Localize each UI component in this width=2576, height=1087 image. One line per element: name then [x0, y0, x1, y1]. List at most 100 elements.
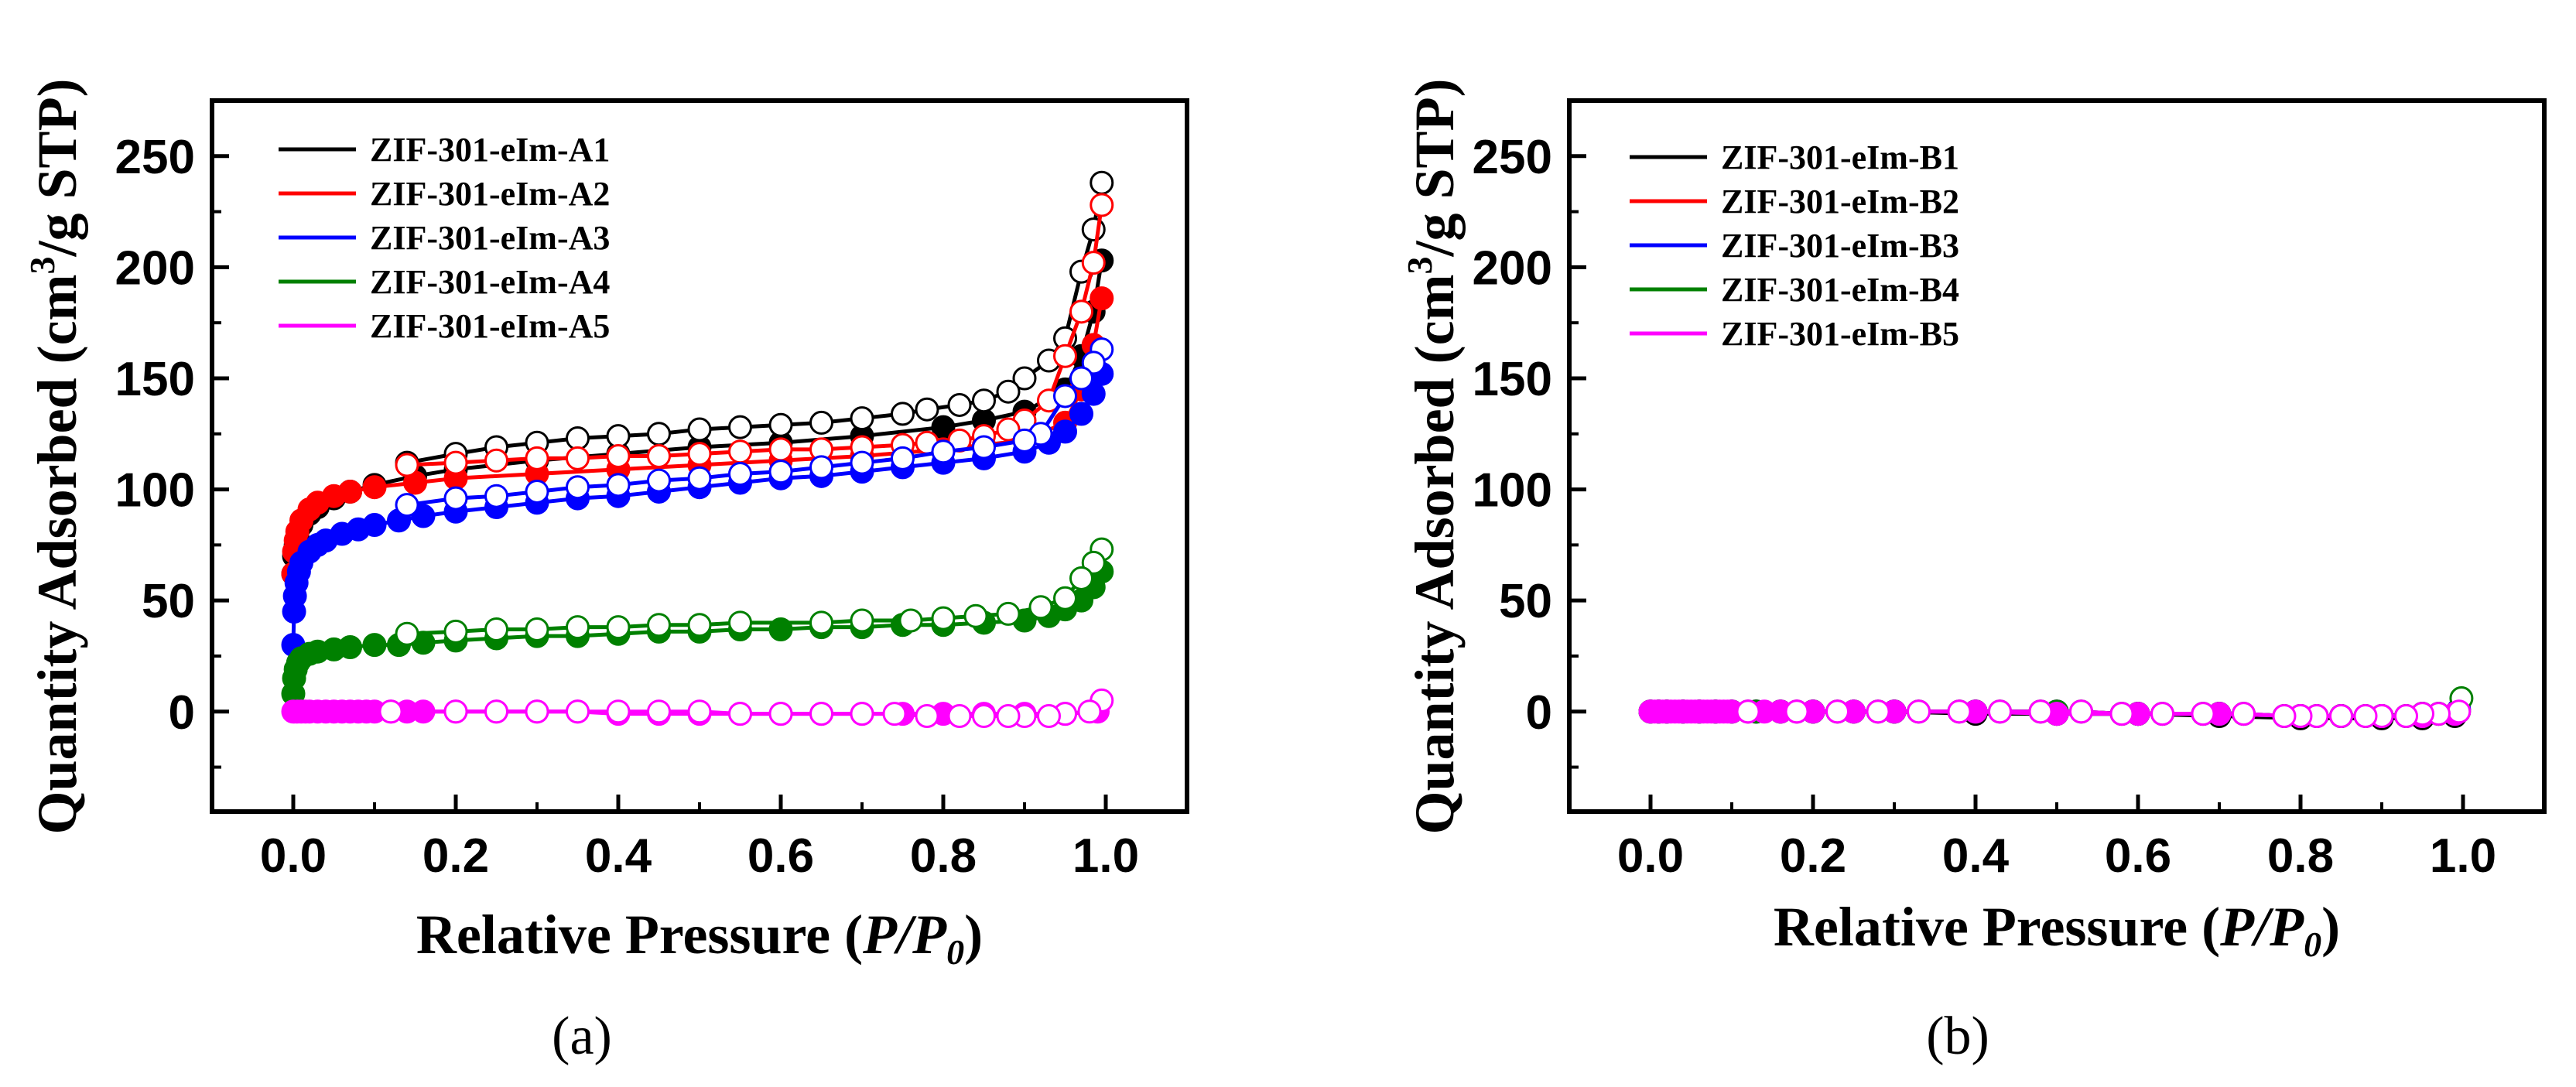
desorption-point — [484, 699, 508, 724]
desorption-point — [2272, 704, 2297, 729]
desorption-point — [996, 417, 1021, 442]
desorption-point — [1053, 586, 1077, 610]
desorption-point — [606, 473, 631, 497]
desorption-point — [972, 435, 996, 460]
x-tick-label: 0.8 — [2267, 829, 2334, 883]
adsorption-point — [362, 513, 387, 538]
panel-a-frame — [210, 98, 1189, 814]
panel-b-ticks: 0.0 0.2 0.4 0.6 0.8 1.0 0 50 100 150 200 250 — [1473, 131, 2497, 883]
panel-b-label: (b) — [1926, 1007, 1989, 1066]
adsorption-point — [1081, 381, 1106, 406]
desorption-point — [972, 388, 996, 413]
desorption-point — [1825, 699, 1849, 724]
desorption-point — [1069, 366, 1093, 391]
desorption-point — [850, 702, 874, 726]
panel-a-legend: ZIF-301-eIm-A1 ZIF-301-eIm-A2 ZIF-301-eIm-… — [279, 131, 610, 345]
desorption-point — [687, 466, 712, 491]
desorption-point — [809, 410, 833, 435]
desorption-point — [996, 379, 1021, 404]
desorption-point — [915, 704, 939, 729]
series-ZIF-301-eIm-B5 — [1638, 699, 2472, 729]
desorption-point — [891, 446, 915, 470]
legend-entry: ZIF-301-eIm-A4 — [370, 263, 610, 301]
desorption-point — [1053, 344, 1077, 368]
desorption-point — [2232, 702, 2256, 726]
panel-a-label: (a) — [552, 1007, 612, 1066]
desorption-point — [1866, 699, 1890, 724]
desorption-point — [687, 442, 712, 467]
legend-entry: ZIF-301-eIm-B3 — [1721, 227, 1959, 265]
adsorption-point — [362, 475, 387, 500]
desorption-point — [525, 479, 549, 504]
x-tick-label: 0.2 — [1780, 829, 1846, 883]
desorption-point — [768, 412, 793, 437]
desorption-point — [647, 444, 671, 468]
x-tick-label: 0.6 — [747, 829, 814, 883]
desorption-point — [931, 606, 956, 631]
desorption-point — [2191, 702, 2215, 726]
x-tick-label: 1.0 — [1072, 829, 1139, 883]
x-tick-label: 0.0 — [260, 829, 327, 883]
desorption-point — [443, 450, 468, 475]
desorption-point — [2447, 699, 2472, 724]
desorption-point — [647, 613, 671, 638]
desorption-point — [963, 603, 988, 628]
desorption-point — [728, 439, 752, 464]
desorption-point — [2028, 699, 2053, 724]
y-tick-label: 50 — [142, 575, 195, 628]
desorption-point — [898, 608, 923, 633]
desorption-point — [768, 702, 793, 726]
y-tick-label: 100 — [115, 464, 195, 518]
desorption-point — [525, 699, 549, 724]
desorption-point — [2353, 704, 2378, 729]
desorption-point — [647, 422, 671, 446]
desorption-point — [606, 444, 631, 468]
desorption-point — [931, 439, 956, 464]
desorption-point — [606, 699, 631, 724]
desorption-point — [1090, 170, 1114, 195]
desorption-point — [687, 417, 712, 442]
desorption-point — [809, 455, 833, 480]
panel-b-frame — [1567, 98, 2547, 814]
adsorption-point — [411, 699, 436, 724]
panel-a-y-axis-label: Quantity Adsorbed (cm3/g STP) — [22, 78, 88, 834]
desorption-point — [1069, 566, 1093, 590]
desorption-point — [2109, 702, 2134, 726]
desorption-point — [1081, 550, 1106, 575]
desorption-point — [891, 402, 915, 426]
desorption-point — [395, 493, 419, 518]
y-tick-label: 150 — [1473, 353, 1552, 406]
legend-entry: ZIF-301-eIm-B5 — [1721, 315, 1959, 353]
desorption-point — [1081, 251, 1106, 275]
desorption-point — [566, 446, 590, 470]
x-tick-label: 1.0 — [2430, 829, 2496, 883]
desorption-point — [378, 699, 403, 724]
adsorption-point — [362, 633, 387, 658]
legend-entry: ZIF-301-eIm-A1 — [370, 131, 610, 169]
series-ZIF-301-eIm-A3 — [281, 337, 1114, 658]
desorption-point — [809, 610, 833, 635]
x-tick-label: 0.4 — [1942, 829, 2010, 883]
x-tick-label: 0.4 — [585, 829, 652, 883]
adsorption-point — [411, 504, 436, 528]
desorption-point — [1012, 366, 1037, 391]
desorption-point — [566, 475, 590, 500]
desorption-point — [606, 424, 631, 449]
desorption-point — [768, 460, 793, 484]
legend-entry: ZIF-301-eIm-B1 — [1721, 138, 1959, 176]
y-tick-label: 0 — [1526, 686, 1552, 740]
desorption-point — [850, 450, 874, 475]
x-tick-label: 0.6 — [2105, 829, 2171, 883]
desorption-point — [647, 699, 671, 724]
adsorption-point — [338, 634, 362, 659]
panel-a-plot-series — [281, 170, 1114, 729]
y-tick-label: 250 — [1473, 131, 1552, 184]
x-tick-label: 0.2 — [422, 829, 489, 883]
desorption-point — [484, 617, 508, 642]
desorption-point — [566, 699, 590, 724]
desorption-point — [443, 699, 468, 724]
legend-entry: ZIF-301-eIm-A5 — [370, 307, 610, 345]
desorption-point — [1736, 699, 1760, 724]
desorption-point — [606, 615, 631, 640]
desorption-point — [443, 486, 468, 511]
